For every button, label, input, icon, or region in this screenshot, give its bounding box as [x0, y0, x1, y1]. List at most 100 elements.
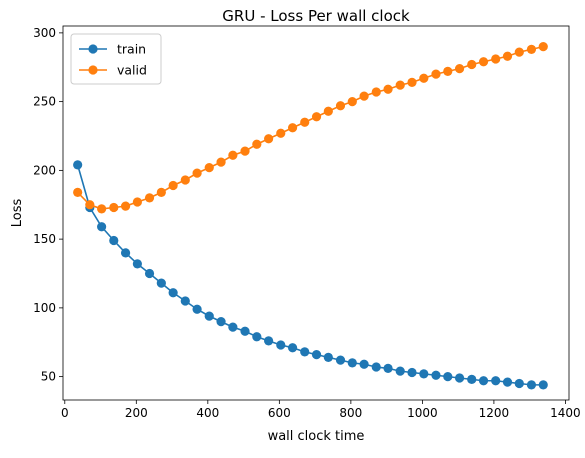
- data-point-valid: [335, 101, 346, 111]
- legend-marker-valid: [88, 65, 98, 75]
- data-point-train: [431, 370, 441, 380]
- data-point-valid: [395, 80, 405, 90]
- data-point-valid: [491, 54, 501, 64]
- data-point-train: [407, 367, 417, 378]
- legend-box: [70, 33, 162, 85]
- data-point-train: [144, 268, 155, 279]
- data-point-valid: [168, 180, 178, 191]
- data-point-valid: [383, 84, 393, 94]
- chart-title: GRU - Loss Per wall clock: [222, 7, 410, 25]
- data-point-valid: [454, 64, 465, 74]
- data-point-valid: [287, 123, 298, 133]
- y-tick-label: 100: [33, 301, 56, 315]
- data-point-train: [335, 355, 346, 365]
- data-point-valid: [109, 202, 119, 213]
- data-point-train: [228, 322, 238, 332]
- data-point-valid: [240, 146, 250, 156]
- x-tick-label: 400: [196, 406, 219, 420]
- data-point-valid: [228, 150, 238, 160]
- data-point-valid: [323, 106, 333, 116]
- data-point-train: [192, 304, 202, 314]
- y-tick-label: 250: [33, 95, 56, 109]
- data-point-train: [383, 363, 393, 373]
- data-point-valid: [180, 175, 190, 185]
- data-point-valid: [300, 117, 310, 127]
- data-point-valid: [144, 193, 155, 203]
- data-point-train: [311, 350, 322, 360]
- data-point-train: [526, 380, 537, 390]
- x-tick-label: 200: [125, 406, 148, 420]
- x-tick-label: 1200: [479, 406, 510, 420]
- data-point-valid: [264, 134, 274, 144]
- data-point-valid: [347, 97, 357, 107]
- data-point-train: [371, 362, 381, 372]
- data-point-train: [156, 278, 166, 288]
- data-point-valid: [252, 139, 262, 149]
- data-point-train: [73, 160, 83, 170]
- data-point-valid: [359, 91, 369, 101]
- data-point-train: [467, 374, 477, 384]
- data-point-train: [443, 372, 453, 382]
- series-line-train: [76, 164, 544, 386]
- y-tick-label: 150: [33, 232, 56, 246]
- data-point-train: [216, 317, 226, 327]
- data-point-valid: [216, 157, 226, 167]
- data-point-train: [204, 311, 214, 321]
- data-point-valid: [467, 59, 477, 70]
- data-point-valid: [443, 66, 453, 76]
- data-point-valid: [419, 73, 429, 83]
- data-point-train: [419, 369, 429, 379]
- data-point-train: [300, 347, 310, 357]
- data-point-valid: [407, 77, 417, 87]
- data-point-train: [168, 288, 178, 298]
- data-point-train: [502, 377, 513, 387]
- data-point-valid: [120, 201, 131, 211]
- y-tick-label: 200: [33, 163, 56, 177]
- data-point-train: [478, 376, 489, 386]
- data-point-valid: [311, 112, 322, 122]
- data-point-train: [109, 235, 119, 246]
- series-line-valid: [77, 45, 544, 210]
- y-axis-label: Loss: [10, 199, 25, 228]
- data-point-valid: [526, 44, 537, 54]
- data-point-train: [323, 352, 333, 362]
- data-point-train: [264, 336, 274, 346]
- data-point-train: [180, 296, 190, 306]
- data-point-train: [347, 358, 357, 368]
- data-point-train: [538, 380, 548, 390]
- data-point-valid: [85, 200, 95, 210]
- data-point-train: [359, 359, 369, 369]
- data-point-valid: [431, 69, 441, 79]
- y-tick-label: 300: [33, 26, 56, 40]
- data-point-valid: [478, 57, 489, 67]
- data-point-valid: [192, 168, 202, 178]
- x-tick-label: 1000: [407, 406, 438, 420]
- data-point-valid: [132, 197, 142, 207]
- x-tick-label: 1400: [550, 406, 581, 420]
- plot-frame: [62, 25, 570, 401]
- data-point-train: [120, 248, 131, 258]
- data-point-train: [491, 376, 501, 386]
- data-point-valid: [276, 128, 286, 138]
- data-point-train: [395, 366, 405, 376]
- data-point-valid: [97, 204, 107, 214]
- data-point-train: [132, 259, 142, 269]
- x-tick-label: 800: [339, 406, 362, 420]
- data-point-train: [287, 343, 298, 353]
- data-point-valid: [156, 187, 166, 197]
- data-point-train: [276, 340, 286, 350]
- data-point-valid: [514, 47, 524, 57]
- plot-area: 0 200 400 600 800 1000 1200 1400 50 100 150 200 250 3…: [33, 25, 581, 420]
- data-point-train: [514, 378, 524, 389]
- x-axis-label: wall clock time: [268, 429, 365, 444]
- data-point-train: [240, 326, 250, 336]
- legend: train valid: [70, 33, 162, 85]
- x-tick-label: 0: [61, 406, 69, 420]
- legend-label-train: train: [117, 42, 146, 57]
- legend-marker-train: [88, 44, 98, 54]
- y-tick-label: 50: [41, 370, 56, 384]
- data-point-valid: [502, 51, 513, 61]
- data-point-train: [97, 222, 107, 232]
- data-point-valid: [371, 87, 381, 97]
